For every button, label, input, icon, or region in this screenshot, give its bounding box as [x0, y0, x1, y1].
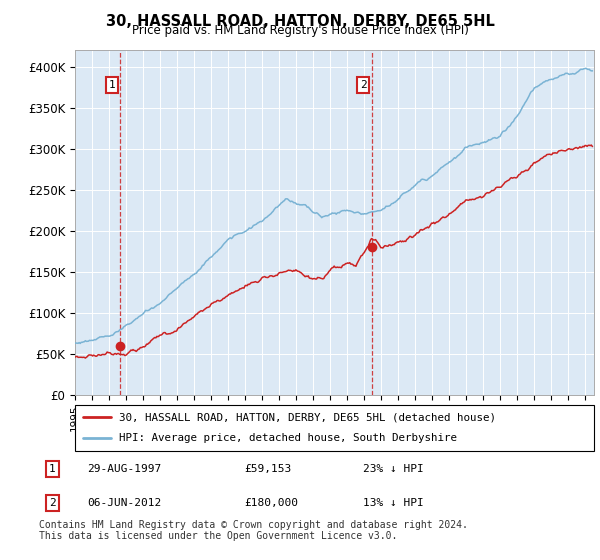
FancyBboxPatch shape: [75, 405, 594, 451]
Text: 06-JUN-2012: 06-JUN-2012: [88, 498, 162, 508]
Text: 1: 1: [49, 464, 56, 474]
Text: 13% ↓ HPI: 13% ↓ HPI: [363, 498, 424, 508]
Text: Contains HM Land Registry data © Crown copyright and database right 2024.
This d: Contains HM Land Registry data © Crown c…: [39, 520, 468, 542]
Text: 2: 2: [360, 80, 367, 90]
Text: 23% ↓ HPI: 23% ↓ HPI: [363, 464, 424, 474]
Text: Price paid vs. HM Land Registry's House Price Index (HPI): Price paid vs. HM Land Registry's House …: [131, 24, 469, 37]
Text: HPI: Average price, detached house, South Derbyshire: HPI: Average price, detached house, Sout…: [119, 433, 457, 444]
Text: 29-AUG-1997: 29-AUG-1997: [88, 464, 162, 474]
Text: 2: 2: [49, 498, 56, 508]
Text: 30, HASSALL ROAD, HATTON, DERBY, DE65 5HL: 30, HASSALL ROAD, HATTON, DERBY, DE65 5H…: [106, 14, 494, 29]
Text: £180,000: £180,000: [244, 498, 298, 508]
Text: 1: 1: [109, 80, 115, 90]
Text: 30, HASSALL ROAD, HATTON, DERBY, DE65 5HL (detached house): 30, HASSALL ROAD, HATTON, DERBY, DE65 5H…: [119, 412, 496, 422]
Text: £59,153: £59,153: [244, 464, 292, 474]
